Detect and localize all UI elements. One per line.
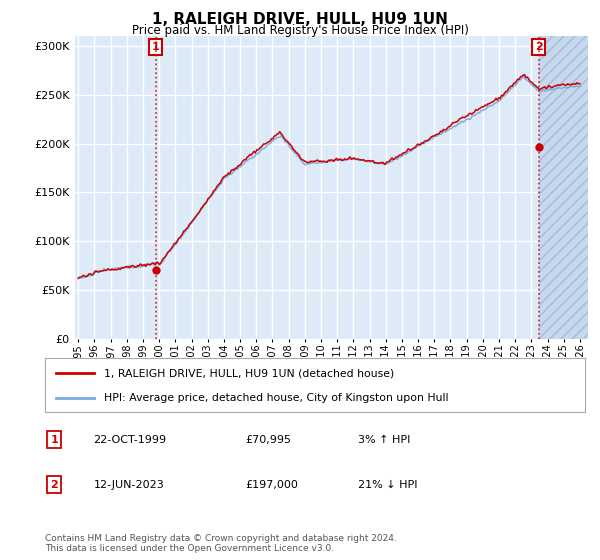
Text: 2: 2 xyxy=(50,479,58,489)
Text: £197,000: £197,000 xyxy=(245,479,298,489)
Text: 1: 1 xyxy=(50,435,58,445)
Text: 12-JUN-2023: 12-JUN-2023 xyxy=(94,479,164,489)
Text: 3% ↑ HPI: 3% ↑ HPI xyxy=(358,435,410,445)
Text: HPI: Average price, detached house, City of Kingston upon Hull: HPI: Average price, detached house, City… xyxy=(104,393,449,403)
Text: 21% ↓ HPI: 21% ↓ HPI xyxy=(358,479,418,489)
Text: 1: 1 xyxy=(152,42,160,52)
Bar xyxy=(539,36,596,339)
Text: £70,995: £70,995 xyxy=(245,435,291,445)
Text: Contains HM Land Registry data © Crown copyright and database right 2024.
This d: Contains HM Land Registry data © Crown c… xyxy=(45,534,397,553)
Text: 1, RALEIGH DRIVE, HULL, HU9 1UN: 1, RALEIGH DRIVE, HULL, HU9 1UN xyxy=(152,12,448,27)
Text: Price paid vs. HM Land Registry's House Price Index (HPI): Price paid vs. HM Land Registry's House … xyxy=(131,24,469,36)
Text: 1, RALEIGH DRIVE, HULL, HU9 1UN (detached house): 1, RALEIGH DRIVE, HULL, HU9 1UN (detache… xyxy=(104,368,395,379)
Text: 2: 2 xyxy=(535,42,542,52)
Text: 22-OCT-1999: 22-OCT-1999 xyxy=(94,435,167,445)
